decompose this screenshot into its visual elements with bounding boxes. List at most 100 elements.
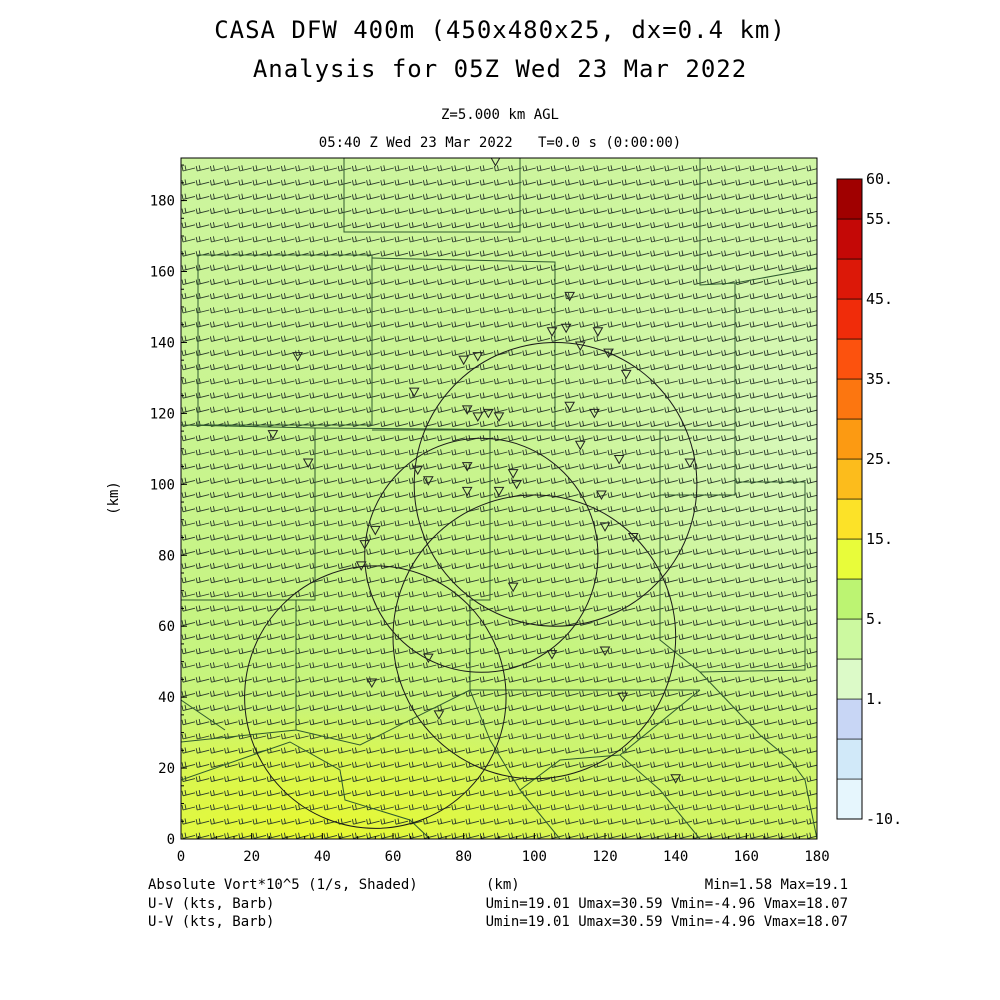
colorbar-label: 45. [866,290,893,308]
station-marker [359,540,371,550]
station-marker [546,327,558,337]
station-marker [461,405,473,415]
station-marker [292,352,303,362]
county-line [699,671,817,839]
colorbar-label: 25. [866,450,893,468]
y-tick-label: 140 [150,335,175,351]
station-marker [617,692,629,703]
station-marker [461,486,473,497]
station-marker [620,369,632,380]
field-label: Absolute Vort*10^5 (1/s, Shaded) [148,877,418,893]
barb2-label: U-V (kts, Barb) [148,914,275,930]
station-marker [483,408,494,419]
radar-range-rings [244,341,698,829]
county-line [519,789,561,839]
county-boundaries [181,158,817,839]
min-max-label: Min=1.58 Max=19.1 [704,877,848,893]
x-tick-label: 120 [592,849,617,865]
station-marker [493,412,505,422]
chart-subtitle: Analysis for 05Z Wed 23 Mar 2022 [252,55,748,83]
station-marker [507,582,519,593]
colorbar-label: 35. [866,370,893,388]
colorbar-swatch [836,538,863,580]
colorbar-frame [836,178,863,820]
station-marker [422,653,434,664]
colorbar-swatch [836,698,863,740]
colorbar-swatch [836,258,863,300]
station-marker [546,650,558,660]
county-line [181,699,226,731]
colorbar-swatch [836,378,863,420]
county-line [469,689,701,791]
colorbar-swatch [836,578,863,620]
station-marker [599,646,611,657]
station-marker [670,774,682,784]
radar-range-ring [392,494,677,780]
station-marker [560,323,572,334]
colorbar-label: 55. [866,210,893,228]
colorbar-label: 5. [866,610,884,628]
station-marker [472,412,484,422]
barb1-label: U-V (kts, Barb) [148,896,275,912]
station-marker [267,430,279,440]
y-tick-label: 60 [158,619,175,635]
station-marker [507,469,519,479]
station-marker [574,341,586,352]
level-label: Z=5.000 km AGL [440,107,559,123]
colorbar-swatch [836,298,863,340]
colorbar-swatch [836,498,863,540]
x-tick-label: 160 [734,849,759,865]
radar-range-ring [364,437,599,673]
x-tick-label: 80 [455,849,472,865]
station-marker [511,479,523,490]
station-marker [627,533,639,543]
station-marker [472,352,484,362]
county-line [619,754,701,839]
x-tick-label: 40 [314,849,331,865]
time-line: 05:40 Z Wed 23 Mar 2022 T=0.0 s (0:00:00… [0,135,1000,151]
colorbar-label: 15. [866,530,893,548]
y-tick-label: 100 [150,477,175,493]
colorbar-label: -10. [866,810,902,828]
station-marker [355,561,367,571]
station-marker [302,458,314,469]
colorbar-swatch [836,418,863,460]
station-marker [369,525,381,536]
station-marker [408,387,420,398]
station-marker [461,462,473,472]
colorbar-swatch [836,338,863,380]
chart-title: CASA DFW 400m (450x480x25, dx=0.4 km) [214,16,786,44]
station-markers [267,158,696,784]
station-marker [412,465,424,476]
station-marker [599,522,611,532]
station-marker [684,458,696,469]
station-marker [433,710,445,720]
station-marker [592,327,604,337]
y-tick-label: 40 [158,690,175,706]
station-marker [564,401,576,412]
colorbar-swatch [836,618,863,660]
county-line [699,158,736,286]
colorbar-label: 60. [866,170,893,188]
x-tick-label: 60 [385,849,402,865]
y-axis-label: (km) [106,481,122,515]
y-tick-label: 0 [167,832,175,848]
county-line [181,424,316,601]
station-marker [422,476,434,486]
y-tick-label: 120 [150,406,175,422]
y-tick-label: 160 [150,265,175,281]
station-marker [490,158,501,167]
barb2-stats: Umin=19.01 Umax=30.59 Vmin=-4.96 Vmax=18… [485,914,848,930]
radar-range-ring [244,565,507,829]
x-tick-label: 0 [177,849,185,865]
barb1-stats: Umin=19.01 Umax=30.59 Vmin=-4.96 Vmax=18… [485,896,848,912]
colorbar-swatch [836,658,863,700]
station-marker [574,440,586,451]
station-marker [458,355,470,366]
county-line [371,257,556,431]
x-tick-label: 20 [243,849,260,865]
county-line [469,430,491,690]
station-marker [589,408,600,419]
elapsed-time-label: T=0.0 s (0:00:00) [537,135,682,151]
colorbar-swatch [836,218,863,260]
